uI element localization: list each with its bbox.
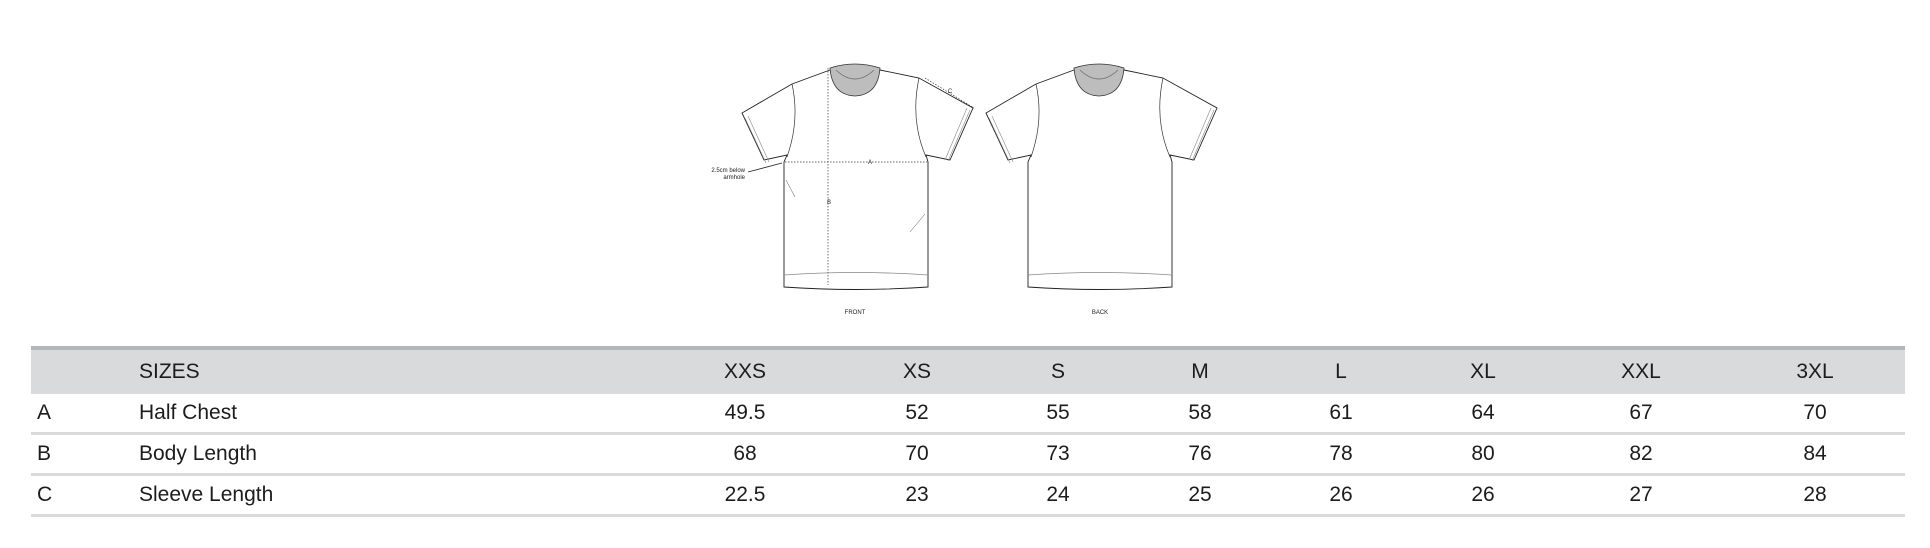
front-label: FRONT [845, 310, 866, 316]
row-value: 64 [1471, 401, 1495, 424]
row-value: 67 [1629, 401, 1653, 424]
header-size: XXL [1621, 360, 1661, 383]
note-line-1: 2.5cm below [711, 168, 745, 174]
row-key: C [37, 483, 53, 506]
row-value: 23 [905, 483, 929, 506]
back-label: BACK [1092, 310, 1108, 316]
row-value: 55 [1046, 401, 1070, 424]
header-size: XL [1470, 360, 1496, 383]
row-key: B [37, 442, 52, 465]
row-value: 76 [1188, 442, 1212, 465]
row-value: 61 [1329, 401, 1353, 424]
row-value: 26 [1329, 483, 1353, 506]
row-label: Body Length [139, 442, 257, 465]
header-size: XXS [723, 360, 767, 383]
header-size: M [1191, 360, 1209, 383]
row-value: 58 [1188, 401, 1212, 424]
row-value: 25 [1188, 483, 1212, 506]
table-row: A Half Chest 49.5 52 55 58 61 64 67 70 [31, 394, 1905, 435]
row-value: 28 [1803, 483, 1827, 506]
row-label: Half Chest [139, 401, 238, 424]
front-shirt-drawing: A B C 2.5cm below armhole FRONT [711, 63, 975, 316]
header-size: S [1050, 360, 1066, 383]
table-row: C Sleeve Length 22.5 23 24 25 26 26 27 28 [31, 476, 1905, 517]
row-value: 49.5 [724, 401, 766, 424]
row-value: 70 [905, 442, 929, 465]
row-value: 70 [1803, 401, 1827, 424]
row-value: 27 [1629, 483, 1653, 506]
row-value: 73 [1046, 442, 1070, 465]
measure-c-label: C [948, 89, 953, 95]
row-value: 84 [1803, 442, 1827, 465]
row-value: 26 [1471, 483, 1495, 506]
row-value: 82 [1629, 442, 1653, 465]
size-chart-table: SIZES XXS XS S M L XL XXL 3XL A Half Ches… [31, 346, 1905, 517]
table-header: SIZES XXS XS S M L XL XXL 3XL [31, 346, 1905, 394]
row-label: Sleeve Length [139, 483, 274, 506]
back-shirt-drawing: BACK [985, 63, 1218, 316]
row-value: 68 [733, 442, 757, 465]
note-line-2: armhole [723, 175, 745, 181]
header-size: 3XL [1796, 360, 1834, 383]
header-size: XS [902, 360, 932, 383]
row-value: 78 [1329, 442, 1353, 465]
row-value: 52 [905, 401, 929, 424]
row-value: 80 [1471, 442, 1495, 465]
header-size: L [1335, 360, 1347, 383]
measure-b-label: B [827, 200, 831, 206]
table-row: B Body Length 68 70 73 76 78 80 82 84 [31, 435, 1905, 476]
measure-a-label: A [868, 160, 872, 166]
row-value: 24 [1046, 483, 1070, 506]
row-key: A [37, 401, 52, 424]
header-sizes-label: SIZES [139, 360, 200, 383]
row-value: 22.5 [724, 483, 766, 506]
